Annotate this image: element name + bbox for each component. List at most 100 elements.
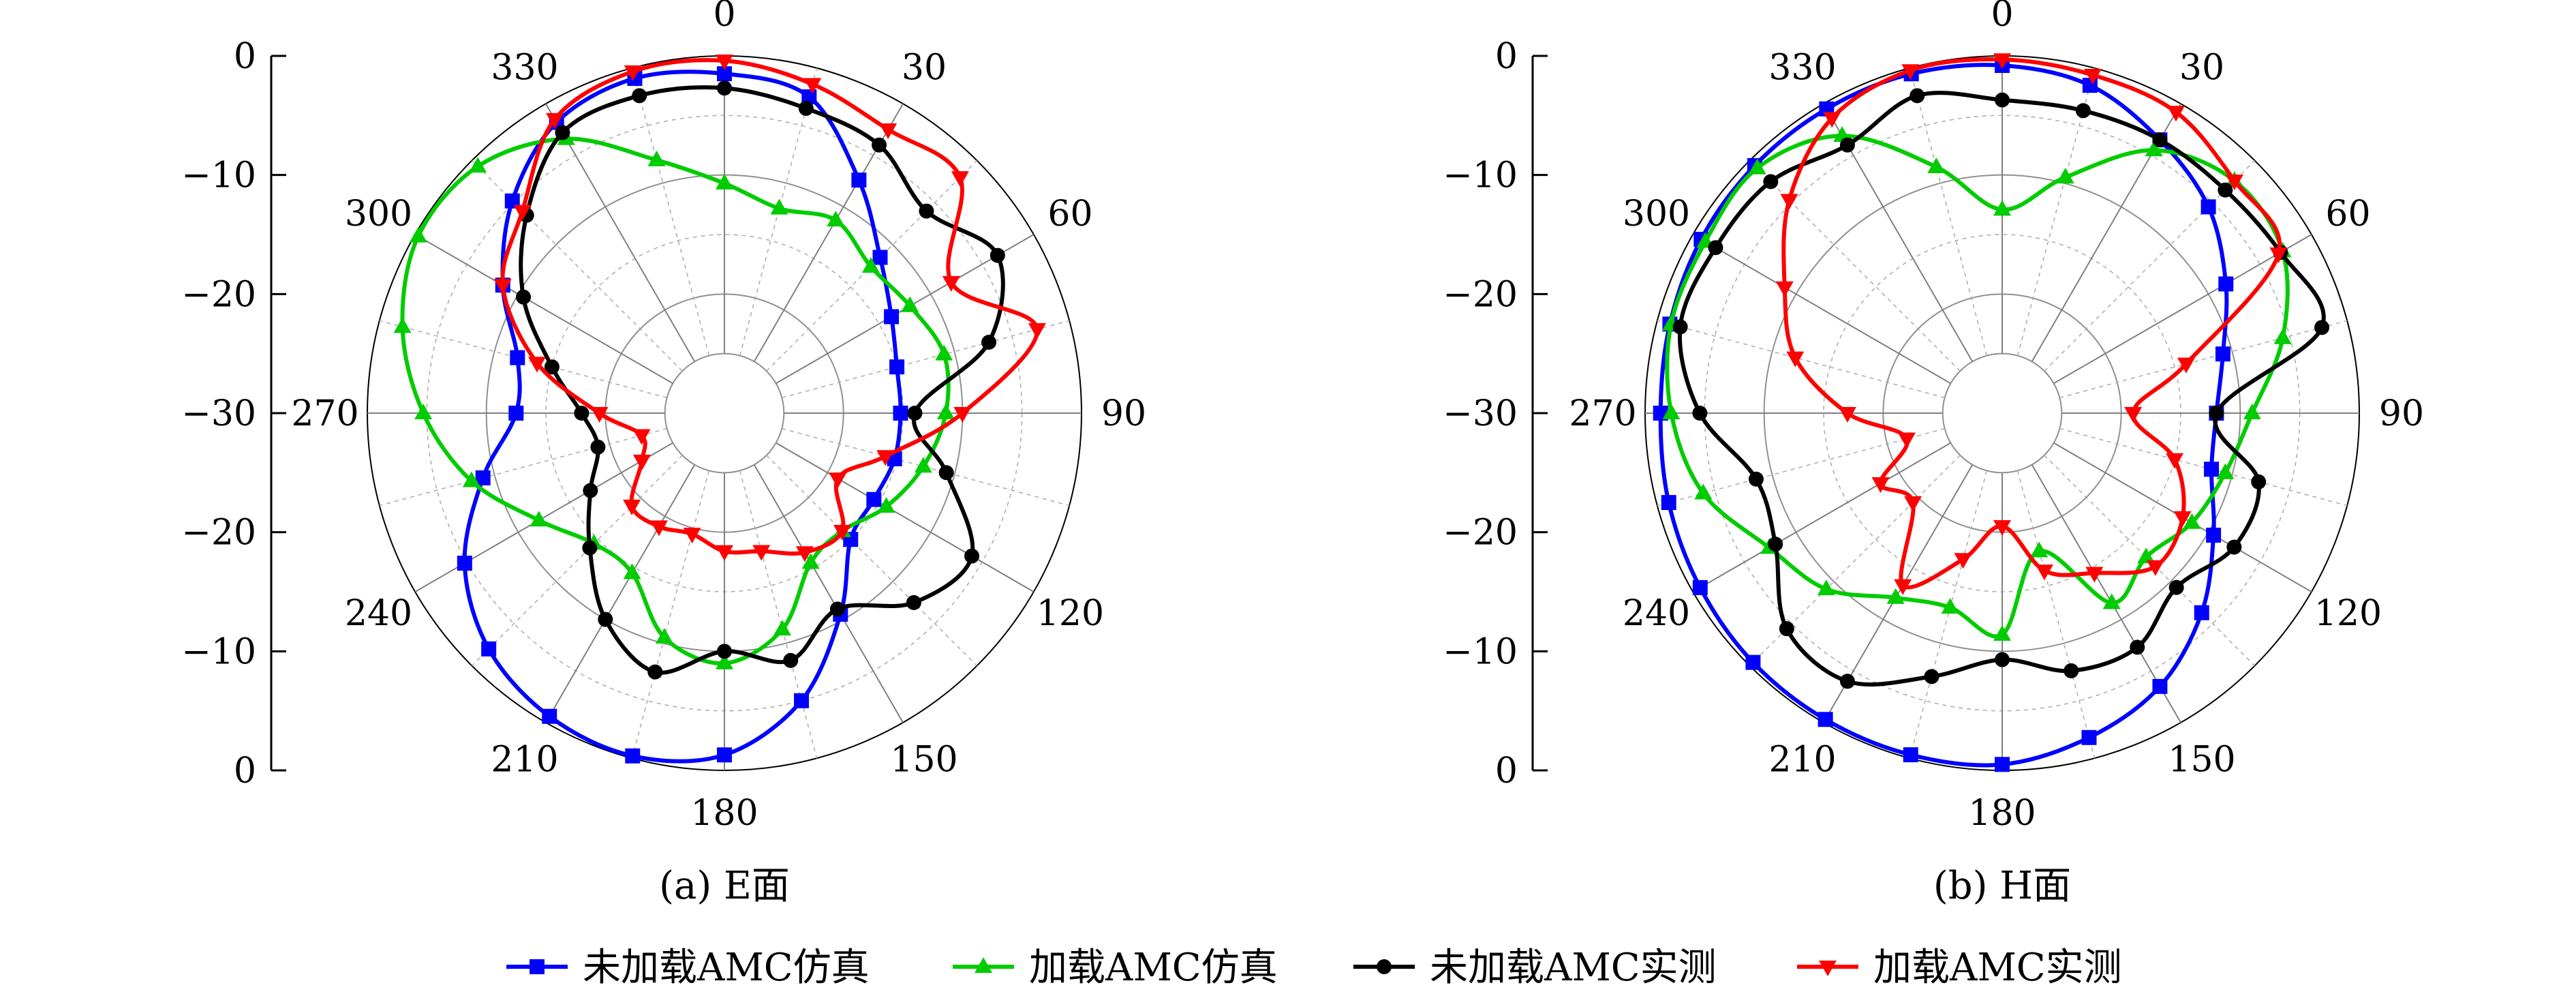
data-point [827,211,845,227]
data-point [1779,621,1794,637]
data-point [2218,276,2234,292]
data-point [1661,495,1676,511]
angle-tick-label: 90 [2379,393,2424,434]
grid-spoke [1909,67,1988,356]
data-point [906,594,921,610]
data-point [1995,652,2010,667]
data-point [829,472,847,489]
data-point [462,471,480,487]
data-point [990,247,1005,263]
data-point [919,203,934,219]
data-point [2085,567,2104,583]
data-point [752,545,771,561]
legend-item: 加载AMC仿真 [953,946,1278,990]
data-point [475,470,491,485]
data-point [574,406,589,421]
angle-tick-label: 330 [1768,48,1836,89]
grid-spoke [414,234,673,385]
radial-tick-label: −10 [1443,155,1518,196]
data-point [2075,103,2091,119]
grid-spoke [1657,320,1945,399]
grid-spoke [1692,442,1951,592]
legend: 未加载AMC仿真 加载AMC仿真 未加载AMC实测 加载AMC实测 [506,946,2122,990]
data-point [2215,346,2230,362]
angle-tick-label: 60 [2325,194,2370,235]
data-point [2209,406,2224,421]
data-point [2201,199,2216,215]
angle-tick-label: 300 [1623,194,1690,235]
data-point [1768,537,1783,552]
data-point [716,545,733,561]
data-point [861,257,880,273]
data-point [527,357,546,373]
data-point [953,407,972,423]
grid-spoke [1749,455,1961,667]
data-point [2183,513,2201,529]
data-point [2152,132,2168,148]
grid-circle [1942,352,2063,474]
grid-spoke [1692,234,1951,385]
radial-tick-label: 0 [1495,751,1518,792]
data-point [884,309,900,325]
data-point [1897,432,1916,449]
series-triangle-down [1775,53,2288,595]
data-point [716,54,733,70]
data-point [2173,511,2192,527]
data-point [901,296,919,312]
data-point [1941,598,1959,614]
data-point [1708,240,1723,256]
radial-tick-label: 0 [234,751,256,792]
data-point [907,406,923,421]
data-point [2177,357,2195,374]
data-point [1763,174,1779,190]
data-point [829,601,845,617]
grid-spoke [776,442,1034,592]
data-point [936,404,955,419]
angle-tick-label: 300 [345,194,412,235]
data-point [951,171,969,187]
data-point [1954,553,1972,569]
grid-spoke [753,464,904,723]
data-point [801,553,820,569]
data-point [872,137,887,153]
series-circle [516,80,1005,680]
radial-tick-label: 0 [234,36,256,77]
data-point [590,407,609,423]
data-point [1838,407,1856,423]
data-point [649,520,668,537]
grid-circle [664,352,785,474]
data-point [2194,605,2209,620]
data-point [879,123,898,140]
data-point [516,289,532,305]
data-point [1995,92,2010,108]
data-point [583,483,598,498]
data-point [632,429,651,445]
legend-label: 未加载AMC仿真 [583,946,870,990]
data-point [1823,112,1841,128]
data-point [2251,474,2267,490]
data-point [1903,747,1918,763]
data-point [876,450,895,466]
data-point [1818,712,1833,727]
angle-tick-label: 180 [690,793,758,834]
data-point [803,78,822,94]
data-point [1924,669,1939,684]
grid-spoke [766,455,978,667]
data-point [1692,579,1708,595]
data-point [2269,247,2288,263]
series-square [457,66,908,764]
data-point [889,359,905,375]
data-point [632,88,647,104]
grid-spoke [379,427,667,507]
data-point [2064,663,2079,678]
data-point [794,693,810,708]
data-point [504,193,520,209]
data-point [1745,654,1761,670]
angle-tick-label: 150 [2168,739,2235,780]
grid-spoke [2059,427,2348,507]
data-point [1775,281,1794,297]
data-point [623,499,641,515]
data-point [2273,328,2292,344]
data-point [2035,564,2053,581]
data-point [1839,137,1855,153]
